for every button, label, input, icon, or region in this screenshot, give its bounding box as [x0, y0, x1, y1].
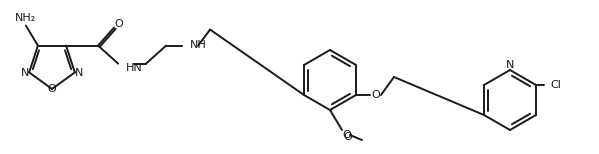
- Text: O: O: [48, 84, 56, 94]
- Text: O: O: [343, 130, 352, 140]
- Text: N: N: [21, 68, 29, 78]
- Text: Cl: Cl: [550, 80, 561, 90]
- Text: O: O: [115, 19, 123, 29]
- Text: O: O: [344, 132, 352, 142]
- Text: N: N: [75, 68, 83, 78]
- Text: O: O: [371, 90, 380, 100]
- Text: NH: NH: [190, 40, 207, 50]
- Text: N: N: [506, 60, 514, 70]
- Text: HN: HN: [126, 63, 143, 73]
- Text: NH₂: NH₂: [15, 13, 37, 23]
